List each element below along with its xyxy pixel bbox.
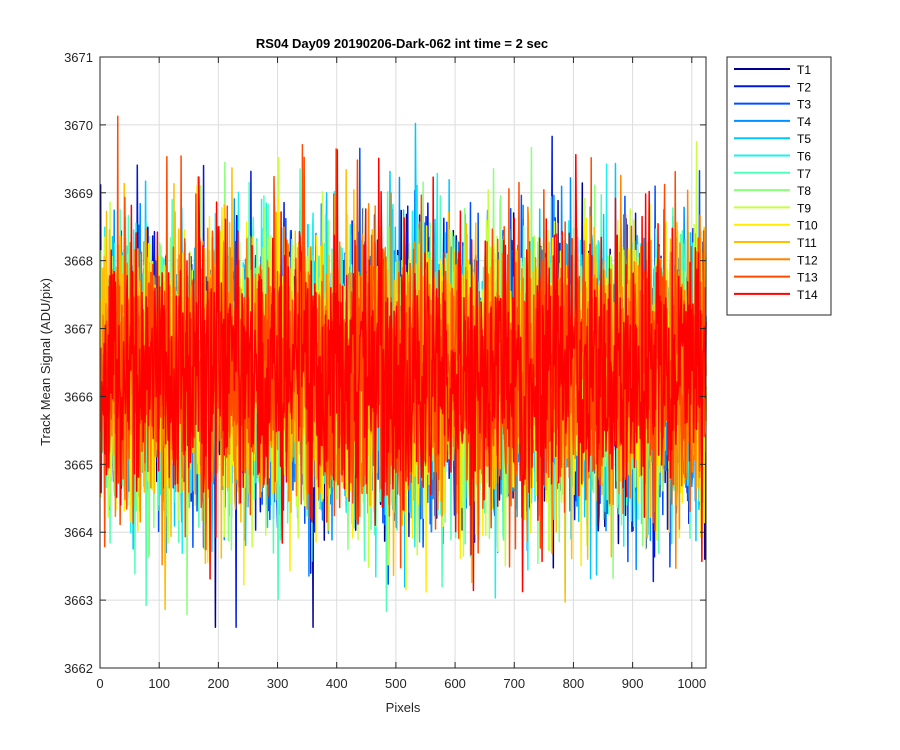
y-tick-label: 3666 <box>64 389 93 404</box>
series-line-t14 <box>99 149 707 593</box>
legend-label: T7 <box>797 167 811 181</box>
y-tick-label: 3671 <box>64 50 93 65</box>
x-axis-label: Pixels <box>386 700 421 715</box>
legend-label: T14 <box>797 288 818 302</box>
legend-item-t9[interactable]: T9 <box>734 201 811 215</box>
x-tick-label: 600 <box>444 676 466 691</box>
legend-label: T4 <box>797 115 811 129</box>
x-tick-label: 400 <box>326 676 348 691</box>
legend-item-t4[interactable]: T4 <box>734 115 811 129</box>
x-tick-label: 200 <box>208 676 230 691</box>
legend-item-t10[interactable]: T10 <box>734 219 818 233</box>
y-tick-label: 3669 <box>64 186 93 201</box>
x-tick-label: 500 <box>385 676 407 691</box>
legend-label: T3 <box>797 98 811 112</box>
legend-label: T1 <box>797 63 811 77</box>
legend-item-t13[interactable]: T13 <box>734 271 818 285</box>
x-tick-label: 800 <box>563 676 585 691</box>
legend-label: T13 <box>797 271 818 285</box>
y-tick-label: 3663 <box>64 593 93 608</box>
y-tick-label: 3670 <box>64 118 93 133</box>
y-tick-label: 3668 <box>64 254 93 269</box>
y-axis-label: Track Mean Signal (ADU/pix) <box>38 278 53 446</box>
legend-item-t2[interactable]: T2 <box>734 80 811 94</box>
legend-item-t1[interactable]: T1 <box>734 63 811 77</box>
legend-label: T2 <box>797 80 811 94</box>
legend-box <box>726 56 832 316</box>
legend-item-t14[interactable]: T14 <box>734 288 818 302</box>
legend-item-t5[interactable]: T5 <box>734 132 811 146</box>
x-axis: 0 100 200 300 400 500 600 700 800 900 1000 <box>96 57 706 691</box>
x-tick-label: 700 <box>503 676 525 691</box>
legend-label: T9 <box>797 201 811 215</box>
legend-label: T10 <box>797 219 818 233</box>
legend-label: T8 <box>797 184 811 198</box>
x-tick-label: 300 <box>267 676 289 691</box>
plot-area <box>99 56 707 669</box>
y-tick-label: 3662 <box>64 661 93 676</box>
x-tick-label: 1000 <box>677 676 706 691</box>
y-tick-label: 3667 <box>64 322 93 337</box>
legend-item-t7[interactable]: T7 <box>734 167 811 181</box>
legend-item-t3[interactable]: T3 <box>734 98 811 112</box>
legend[interactable]: T1 T2 T3 T4 T5 T6 T7 T8 T9 T10 T11 T12 T13 T14 <box>726 56 832 316</box>
legend-label: T11 <box>797 236 817 250</box>
legend-label: T6 <box>797 150 811 164</box>
x-tick-label: 0 <box>96 676 103 691</box>
legend-label: T12 <box>797 253 818 267</box>
legend-item-t12[interactable]: T12 <box>734 253 818 267</box>
y-tick-label: 3664 <box>64 525 93 540</box>
x-tick-label: 900 <box>622 676 644 691</box>
legend-label: T5 <box>797 132 811 146</box>
plot-border <box>99 56 707 669</box>
chart-title: RS04 Day09 20190206-Dark-062 int time = … <box>256 36 548 51</box>
x-tick-label: 100 <box>148 676 170 691</box>
series-lines <box>99 115 707 629</box>
legend-item-t8[interactable]: T8 <box>734 184 811 198</box>
y-axis: 3662 3663 3664 3665 3666 3667 3668 3669 3670 3671 <box>64 50 706 676</box>
y-tick-label: 3665 <box>64 457 93 472</box>
legend-item-t11[interactable]: T11 <box>734 236 817 250</box>
legend-item-t6[interactable]: T6 <box>734 150 811 164</box>
